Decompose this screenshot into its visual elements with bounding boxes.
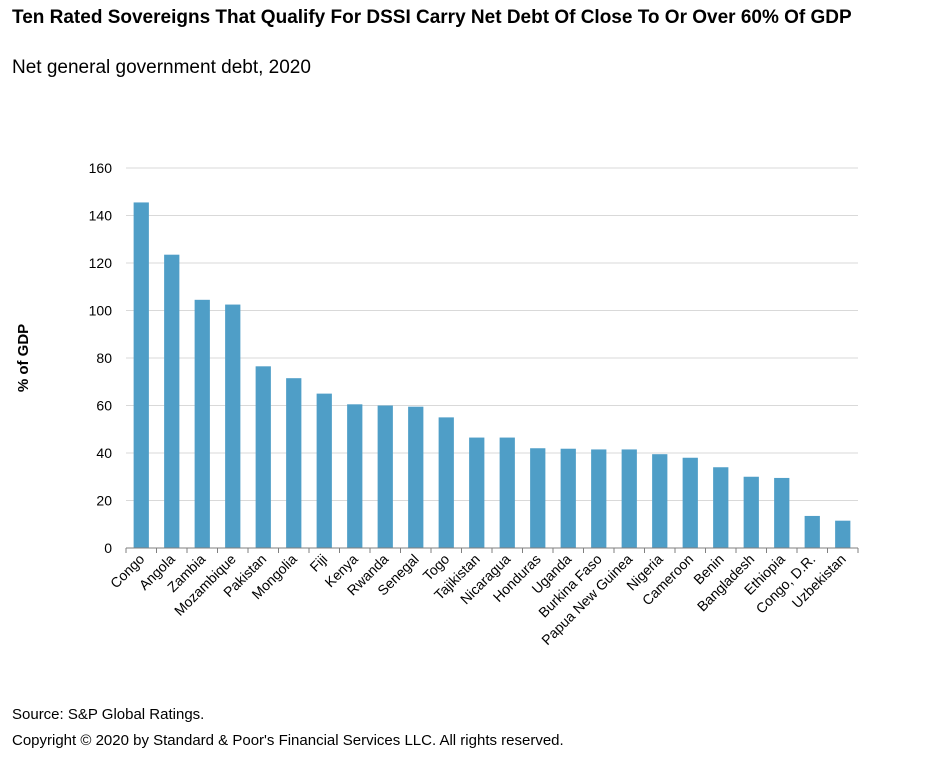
y-tick-label: 140 [89,208,113,224]
bar [133,202,149,548]
chart-title: Ten Rated Sovereigns That Qualify For DS… [12,7,852,28]
bar [194,299,210,548]
bar [255,366,271,548]
bar [560,448,576,548]
bar [743,476,759,548]
bar [682,457,698,548]
y-tick-label: 120 [89,255,113,271]
bar [804,515,820,548]
y-axis-title: % of GDP [15,324,32,392]
bar [316,393,332,548]
copyright-note: Copyright © 2020 by Standard & Poor's Fi… [12,732,564,749]
bar [286,378,302,548]
bar [835,520,851,548]
y-tick-label: 60 [96,398,112,414]
chart-subtitle: Net general government debt, 2020 [12,57,311,78]
bar [652,454,668,548]
bar [347,404,363,548]
bar [469,437,485,548]
bar [713,467,729,548]
bar [621,449,637,548]
source-note: Source: S&P Global Ratings. [12,706,205,723]
bar [377,405,393,548]
y-tick-label: 20 [96,493,112,509]
y-tick-label: 160 [89,160,113,176]
bar [408,406,424,548]
y-tick-label: 80 [96,350,112,366]
y-tick-label: 100 [89,303,113,319]
x-tick-label: Fiji [306,551,330,575]
y-tick-label: 0 [104,540,112,556]
y-tick-label: 40 [96,445,112,461]
bar [591,449,607,548]
bar [225,304,241,548]
bar [499,437,515,548]
bar [438,417,454,548]
bar [164,254,180,548]
bar [774,477,790,548]
bar [530,448,546,548]
